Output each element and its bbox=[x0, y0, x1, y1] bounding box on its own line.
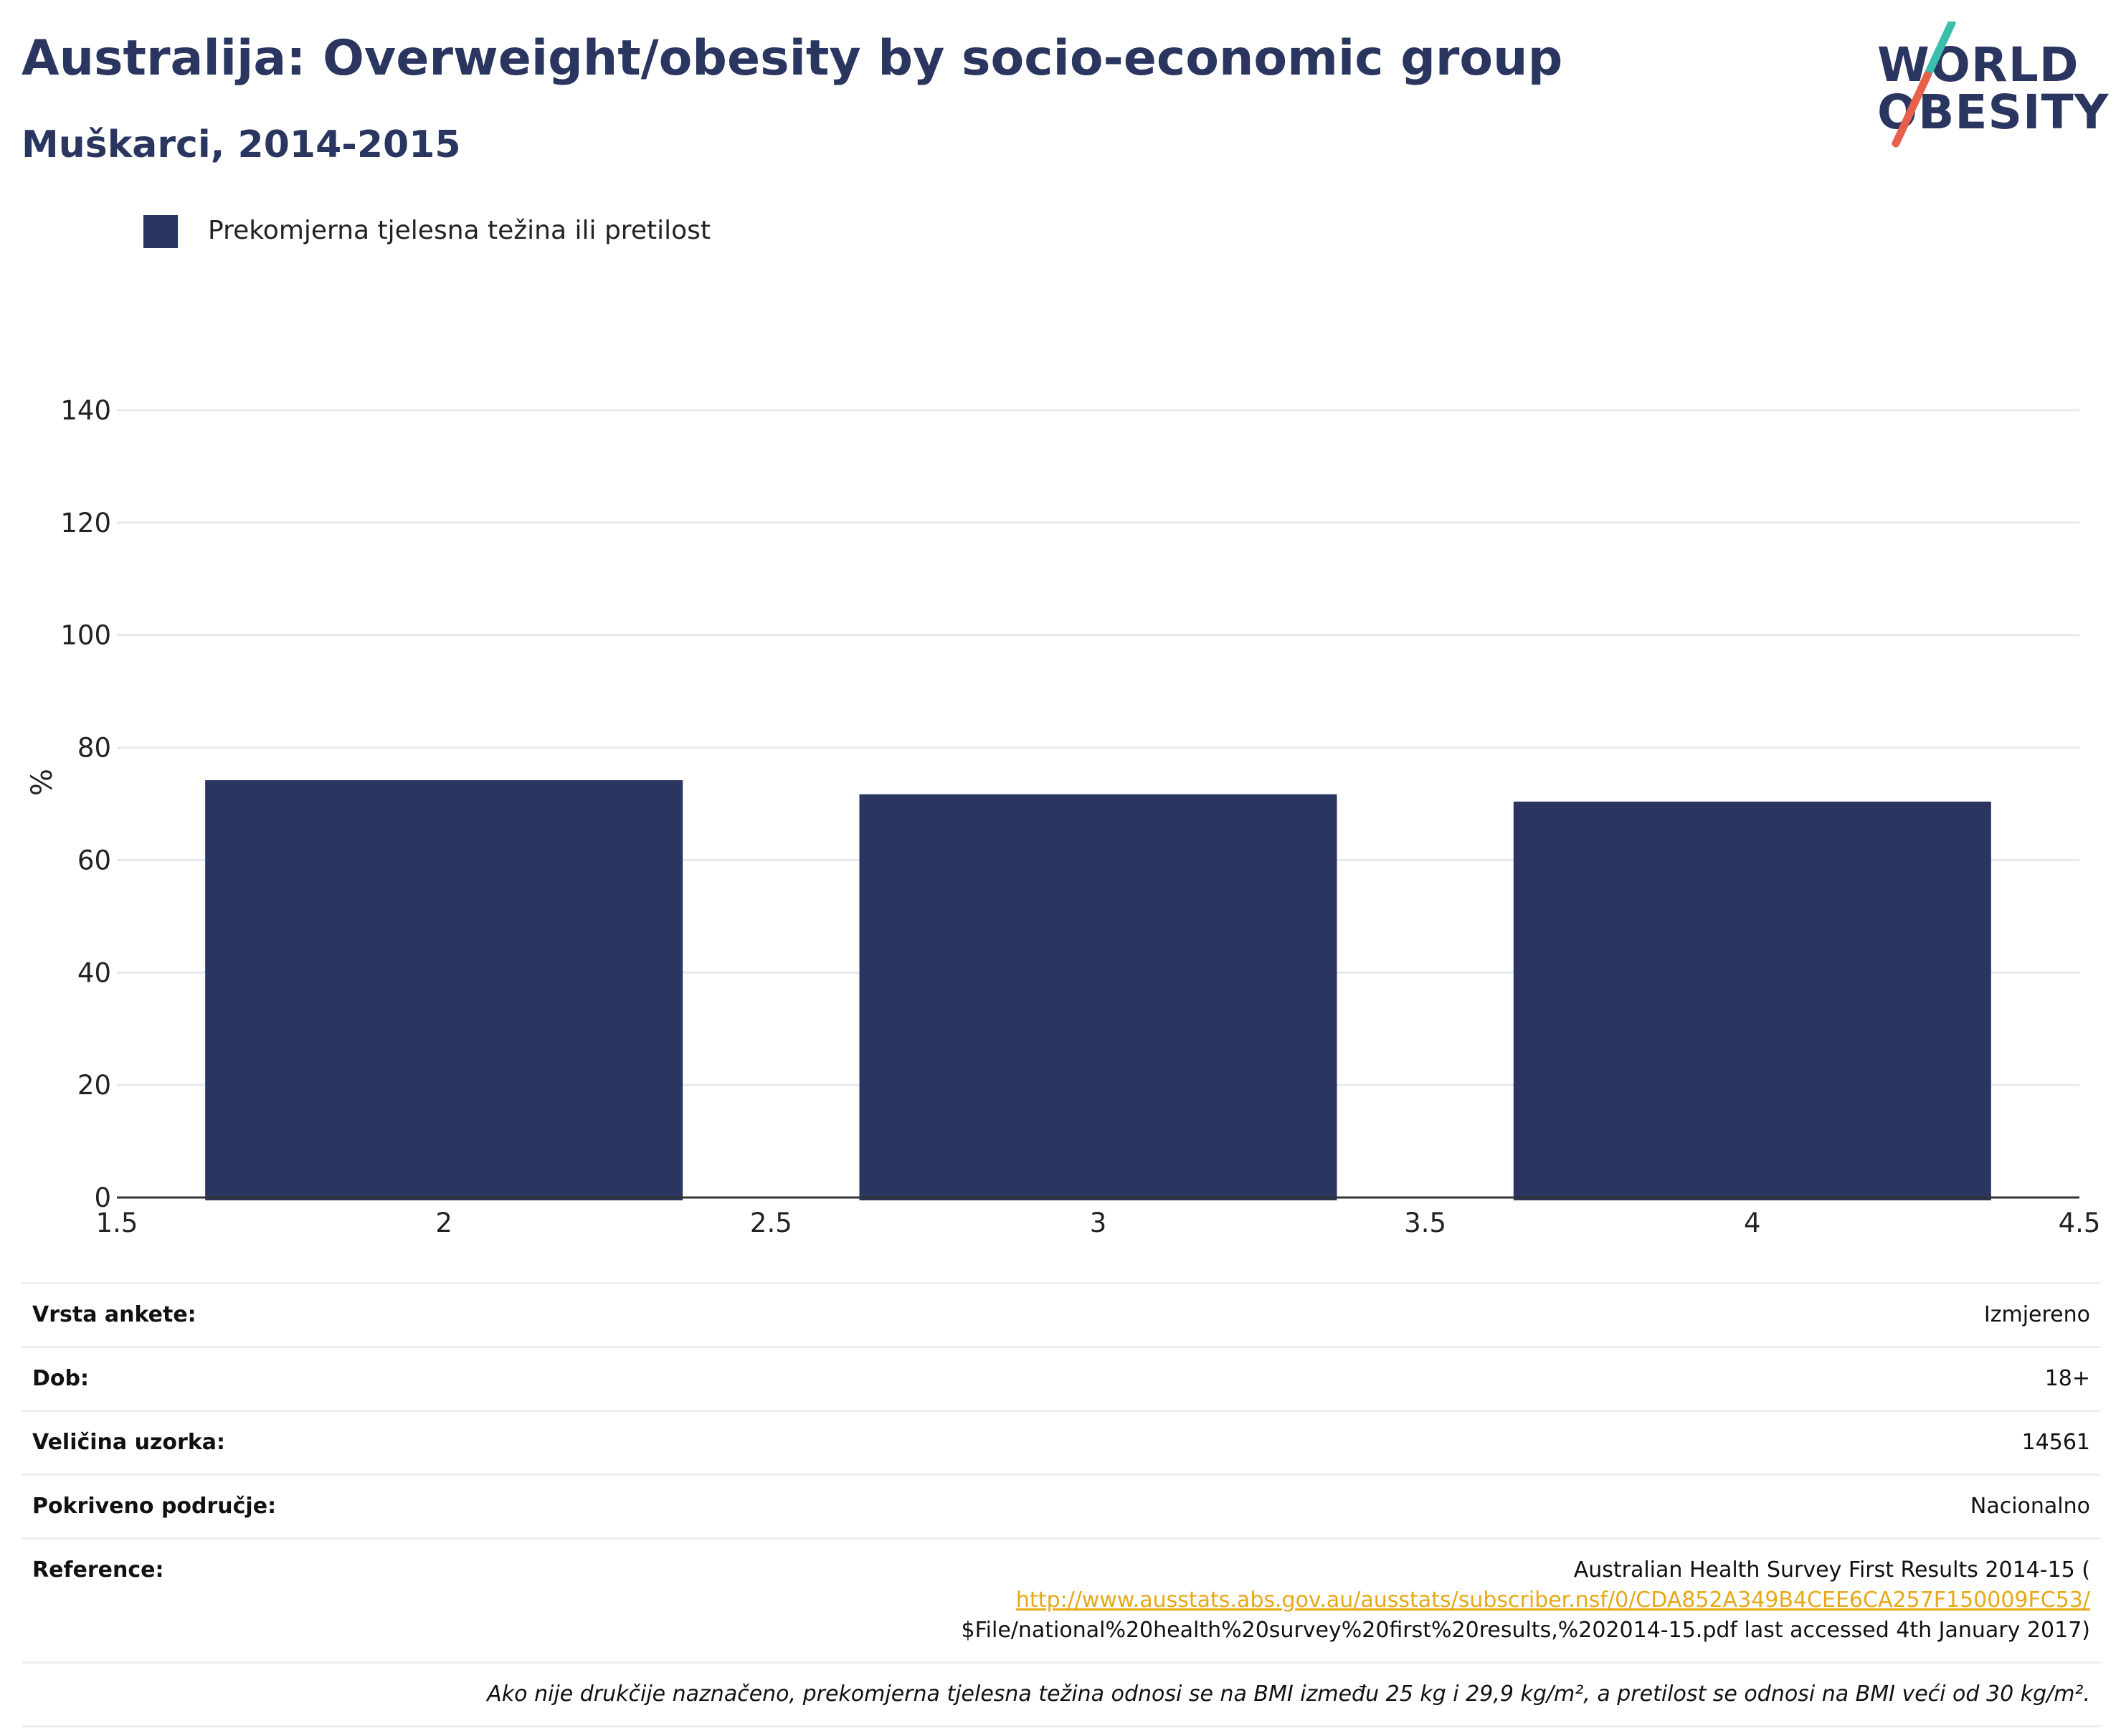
reference-line-1: Australian Health Survey First Results 2… bbox=[1573, 1557, 2090, 1583]
info-row-survey-type: Vrsta ankete: Izmjereno bbox=[22, 1282, 2101, 1346]
chart-title: Australija: Overweight/obesity by socio-… bbox=[22, 30, 1563, 87]
y-tick-label: 140 bbox=[60, 395, 111, 426]
bar-4[interactable] bbox=[1513, 801, 1991, 1200]
y-tick-label: 60 bbox=[77, 845, 111, 876]
reference-line-3: $File/national%20health%20survey%20first… bbox=[961, 1618, 2090, 1643]
y-tick-label: 80 bbox=[77, 733, 111, 764]
survey-info-table: Vrsta ankete: Izmjereno Dob: 18+ Veličin… bbox=[22, 1282, 2101, 1727]
x-tick-label: 1.5 bbox=[96, 1208, 138, 1238]
reference-label: Reference: bbox=[32, 1557, 164, 1583]
bar-3[interactable] bbox=[859, 794, 1337, 1200]
sample-size-label: Veličina uzorka: bbox=[32, 1430, 226, 1455]
x-tick-label: 3.5 bbox=[1404, 1208, 1446, 1238]
x-tick-label: 2.5 bbox=[750, 1208, 792, 1238]
logo-slash-bottom bbox=[1892, 71, 1932, 148]
reference-link[interactable]: http://www.ausstats.abs.gov.au/ausstats/… bbox=[1015, 1588, 2090, 1613]
y-tick-label: 120 bbox=[60, 508, 111, 539]
chart-subtitle: Muškarci, 2014-2015 bbox=[22, 123, 461, 166]
y-tick-label: 100 bbox=[60, 620, 111, 651]
info-row-coverage: Pokriveno područje: Nacionalno bbox=[22, 1474, 2101, 1537]
bars bbox=[205, 780, 1991, 1200]
x-tick-label: 4.5 bbox=[2059, 1208, 2101, 1238]
age-label: Dob: bbox=[32, 1366, 89, 1391]
logo-slash-icon bbox=[1892, 22, 1956, 148]
y-tick-labels: 0 20 40 60 80 100 120 140 bbox=[60, 395, 111, 1213]
y-tick-label: 20 bbox=[77, 1070, 111, 1101]
sample-size-value: 14561 bbox=[2021, 1430, 2090, 1455]
x-tick-labels: 1.5 2 2.5 3 3.5 4 4.5 bbox=[96, 1208, 2101, 1238]
x-tick-label: 2 bbox=[435, 1208, 452, 1238]
reference-link-row: http://www.ausstats.abs.gov.au/ausstats/… bbox=[462, 1585, 2090, 1616]
x-tick-label: 3 bbox=[1090, 1208, 1107, 1238]
info-row-reference: Reference: Australian Health Survey Firs… bbox=[22, 1537, 2101, 1661]
info-row-sample-size: Veličina uzorka: 14561 bbox=[22, 1410, 2101, 1474]
survey-type-label: Vrsta ankete: bbox=[32, 1302, 196, 1327]
info-row-age: Dob: 18+ bbox=[22, 1346, 2101, 1410]
x-tick-label: 4 bbox=[1744, 1208, 1761, 1238]
coverage-value: Nacionalno bbox=[1970, 1494, 2090, 1519]
age-value: 18+ bbox=[2044, 1366, 2090, 1391]
bar-chart: 0 20 40 60 80 100 120 140 1.5 2 2.5 3 3.5 4 4.5 % bbox=[26, 395, 2101, 1238]
y-tick-label: 40 bbox=[77, 957, 111, 988]
coverage-label: Pokriveno područje: bbox=[32, 1494, 277, 1519]
survey-type-value: Izmjereno bbox=[1983, 1302, 2090, 1327]
bar-2[interactable] bbox=[205, 780, 683, 1200]
legend-swatch bbox=[143, 215, 178, 248]
y-tick-label: 0 bbox=[94, 1182, 111, 1213]
legend-label: Prekomjerna tjelesna težina ili pretilos… bbox=[208, 216, 711, 245]
world-obesity-logo[interactable]: WORLD OBESITY bbox=[1871, 22, 2108, 158]
logo-slash-top bbox=[1923, 22, 1956, 80]
bmi-note: Ako nije drukčije naznačeno, prekomjerna… bbox=[22, 1661, 2101, 1727]
y-axis-title: % bbox=[26, 769, 59, 796]
logo-word-world: WORLD bbox=[1877, 37, 2079, 93]
